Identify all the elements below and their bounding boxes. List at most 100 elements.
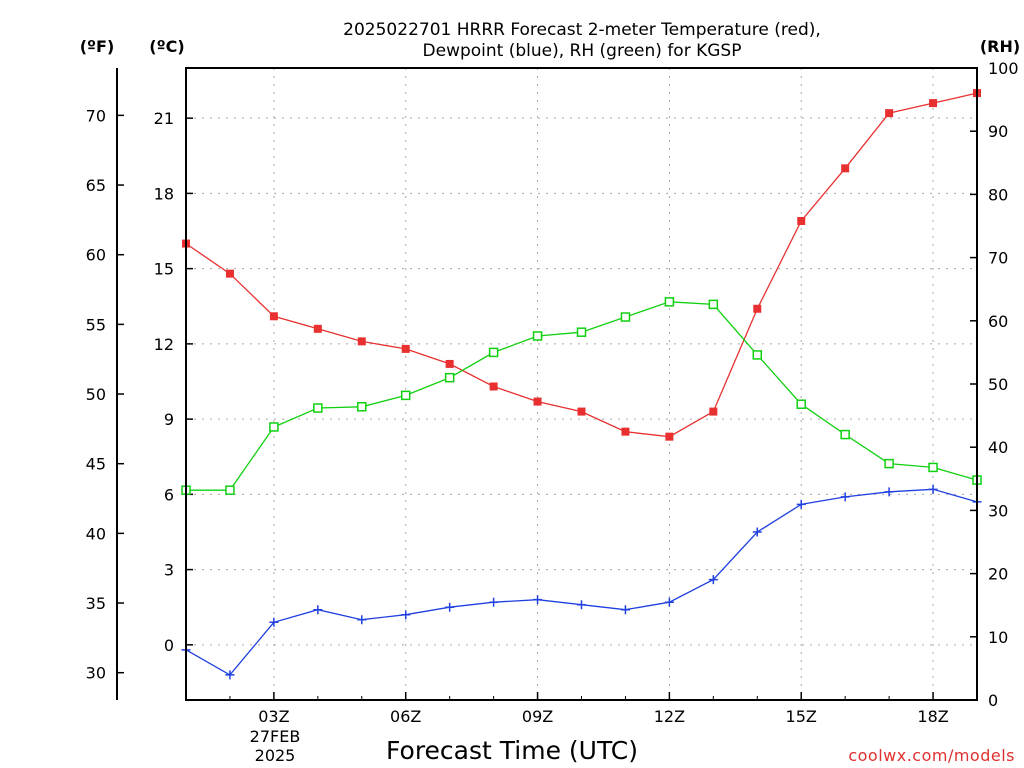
temperature-line xyxy=(185,92,978,438)
temperature-point xyxy=(357,337,366,346)
rh-point xyxy=(444,372,455,383)
temperature-point xyxy=(489,382,498,391)
celsius-axis: 0 3 6 9 12 15 18 21 xyxy=(154,109,193,655)
date-label-day: 27FEB xyxy=(250,727,301,746)
celsius-tick-label: 18 xyxy=(154,184,174,203)
dewpoint-point xyxy=(708,575,718,585)
rh-unit-label: (RH) xyxy=(980,37,1020,56)
celsius-tick-label: 3 xyxy=(164,561,174,580)
rh-point xyxy=(752,350,763,360)
dewpoint-point xyxy=(928,484,938,494)
rh-point xyxy=(664,297,675,307)
temperature-point xyxy=(709,407,718,416)
rh-point xyxy=(796,399,806,409)
fahrenheit-tick-label: 65 xyxy=(86,176,106,195)
fahrenheit-tick-label: 55 xyxy=(86,315,106,334)
temperature-point xyxy=(753,304,762,313)
rh-tick-label: 20 xyxy=(988,565,1008,584)
dewpoint-point xyxy=(664,597,674,607)
rh-tick-label: 100 xyxy=(988,59,1019,78)
dewpoint-point xyxy=(752,527,762,537)
dewpoint-point xyxy=(533,595,543,605)
x-tick-label: 12Z xyxy=(654,707,685,726)
celsius-tick-label: 9 xyxy=(164,410,174,429)
chart-title-line-2: Dewpoint (blue), RH (green) for KGSP xyxy=(423,41,742,61)
rh-tick-label: 90 xyxy=(988,122,1008,141)
fahrenheit-tick-label: 40 xyxy=(86,524,106,543)
temperature-point xyxy=(313,324,322,333)
temperature-point xyxy=(225,269,234,278)
rh-point xyxy=(840,429,850,440)
x-tick-label: 03Z xyxy=(258,707,289,726)
fahrenheit-tick-label: 50 xyxy=(86,385,106,404)
temperature-point xyxy=(577,407,586,416)
temperature-point xyxy=(885,109,894,118)
series-layer xyxy=(181,89,982,680)
temperature-point xyxy=(929,99,938,108)
fahrenheit-tick-label: 30 xyxy=(86,664,106,683)
rh-point xyxy=(225,485,235,495)
celsius-unit-label: (ºC) xyxy=(149,37,184,56)
fahrenheit-tick-label: 35 xyxy=(86,594,106,613)
gridlines xyxy=(186,68,977,700)
rh-point xyxy=(884,458,894,469)
rh-point xyxy=(576,327,587,337)
temperature-point xyxy=(621,427,630,436)
rh-point xyxy=(400,390,411,401)
dewpoint-point xyxy=(357,615,367,625)
rh-tick-label: 70 xyxy=(988,249,1008,268)
rh-tick-label: 50 xyxy=(988,375,1008,394)
dewpoint-point xyxy=(313,605,323,615)
celsius-tick-label: 12 xyxy=(154,335,174,354)
rh-point xyxy=(313,403,323,413)
dewpoint-point xyxy=(840,492,850,502)
x-tick-label: 15Z xyxy=(786,707,817,726)
temperature-point xyxy=(841,164,850,173)
celsius-tick-label: 15 xyxy=(154,260,174,279)
rh-tick-label: 60 xyxy=(988,312,1008,331)
rh-tick-label: 40 xyxy=(988,438,1008,457)
fahrenheit-tick-label: 70 xyxy=(86,106,106,125)
celsius-tick-label: 6 xyxy=(164,485,174,504)
rh-point xyxy=(928,462,938,473)
rh-point xyxy=(532,331,543,341)
x-tick-label: 09Z xyxy=(522,707,553,726)
fahrenheit-tick-label: 45 xyxy=(86,455,106,474)
rh-point xyxy=(357,402,367,412)
temperature-point xyxy=(533,397,542,406)
plot-frame xyxy=(185,67,978,701)
temperature-point xyxy=(445,359,454,368)
rh-axis: 0 10 20 30 40 50 60 70 80 90 100 xyxy=(970,59,1019,710)
fahrenheit-unit-label: (ºF) xyxy=(80,37,115,56)
temperature-series xyxy=(182,89,981,441)
dewpoint-point xyxy=(884,487,894,497)
rh-tick-label: 0 xyxy=(988,691,998,710)
x-tick-label: 06Z xyxy=(390,707,421,726)
x-tick-label: 18Z xyxy=(917,707,948,726)
dewpoint-point xyxy=(401,610,411,620)
date-label-year: 2025 xyxy=(255,746,296,765)
x-axis-title: Forecast Time (UTC) xyxy=(386,736,638,765)
rh-tick-label: 80 xyxy=(988,185,1008,204)
source-credit: coolwx.com/models xyxy=(848,746,1015,765)
temperature-point xyxy=(269,312,278,321)
dewpoint-line xyxy=(185,488,978,676)
dewpoint-point xyxy=(489,597,499,607)
celsius-tick-label: 21 xyxy=(154,109,174,128)
dewpoint-point xyxy=(796,499,806,509)
rh-point xyxy=(488,347,499,358)
temperature-point xyxy=(665,432,674,441)
fahrenheit-axis: 30 35 40 45 50 55 60 65 70 xyxy=(86,106,124,683)
rh-tick-label: 30 xyxy=(988,501,1008,520)
temperature-point xyxy=(797,216,806,225)
fahrenheit-tick-label: 60 xyxy=(86,246,106,265)
dewpoint-series xyxy=(181,484,982,680)
rh-point xyxy=(269,422,279,432)
rh-tick-label: 10 xyxy=(988,628,1008,647)
rh-series xyxy=(181,297,982,495)
dewpoint-point xyxy=(620,605,630,615)
dewpoint-point xyxy=(445,602,455,612)
rh-point xyxy=(708,299,719,310)
rh-point xyxy=(620,312,631,322)
